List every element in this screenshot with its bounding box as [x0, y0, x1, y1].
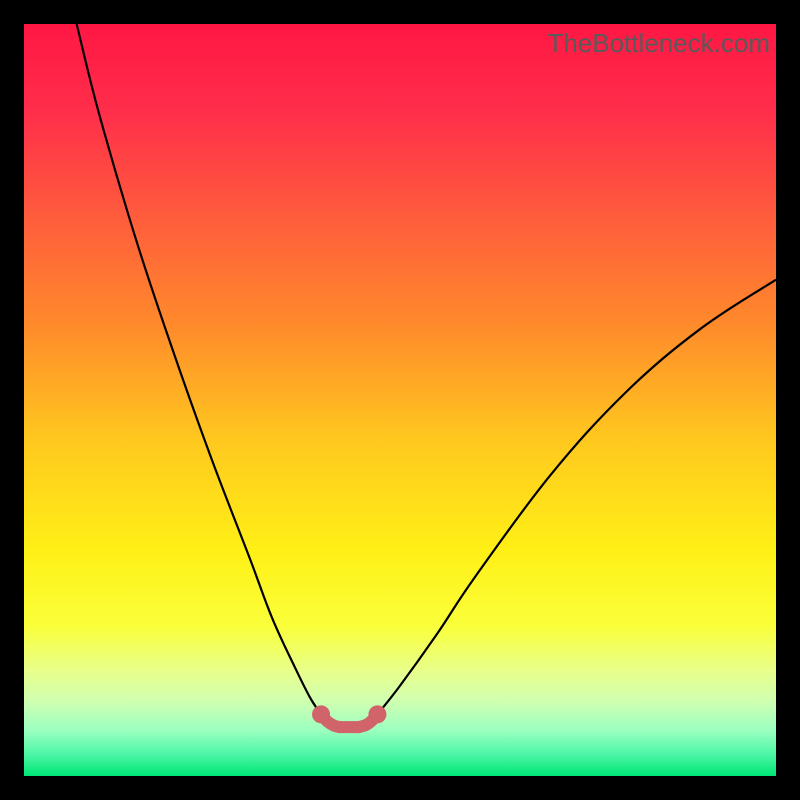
gradient-background [24, 24, 776, 776]
chart-container: TheBottleneck.com [0, 0, 800, 800]
plot-area [24, 24, 776, 776]
watermark-text: TheBottleneck.com [547, 28, 770, 59]
